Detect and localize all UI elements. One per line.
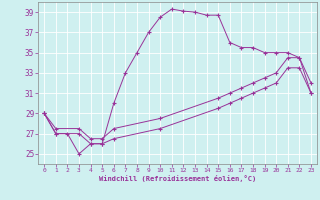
X-axis label: Windchill (Refroidissement éolien,°C): Windchill (Refroidissement éolien,°C) xyxy=(99,175,256,182)
